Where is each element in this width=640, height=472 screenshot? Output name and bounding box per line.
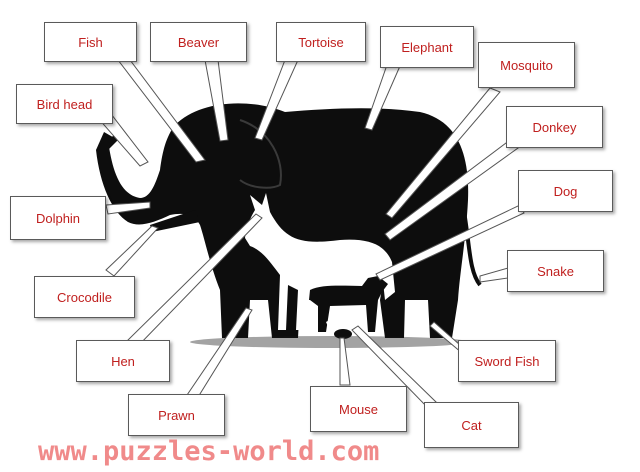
pointer-tortoise (254, 59, 299, 141)
donkey-silhouette (245, 193, 395, 330)
pointer-elephant (364, 61, 401, 131)
pointer-mouse (339, 337, 351, 386)
label-dolphin: Dolphin (10, 196, 106, 240)
pointer-dog (375, 204, 525, 281)
pointer-beaver (204, 59, 229, 142)
cat-silhouette (326, 312, 364, 331)
pointer-prawn (184, 307, 253, 403)
label-crocodile: Crocodile (34, 276, 135, 318)
label-prawn: Prawn (128, 394, 225, 436)
label-mosquito: Mosquito (478, 42, 575, 88)
label-beaver: Beaver (150, 22, 247, 62)
label-sword-fish: Sword Fish (458, 340, 556, 382)
label-hen: Hen (76, 340, 170, 382)
label-cat: Cat (424, 402, 519, 448)
pointer-crocodile (105, 225, 159, 277)
label-elephant: Elephant (380, 26, 474, 68)
pointer-mosquito (385, 87, 501, 219)
site-watermark: www.puzzles-world.com (38, 436, 380, 467)
pointer-snake (479, 267, 509, 283)
label-snake: Snake (507, 250, 604, 292)
label-bird-head: Bird head (16, 84, 113, 124)
dog-silhouette (310, 276, 388, 332)
label-tortoise: Tortoise (276, 22, 366, 62)
label-dog: Dog (518, 170, 613, 212)
label-donkey: Donkey (506, 106, 603, 148)
pointer-dolphin (105, 201, 151, 215)
label-mouse: Mouse (310, 386, 407, 432)
label-fish: Fish (44, 22, 137, 62)
